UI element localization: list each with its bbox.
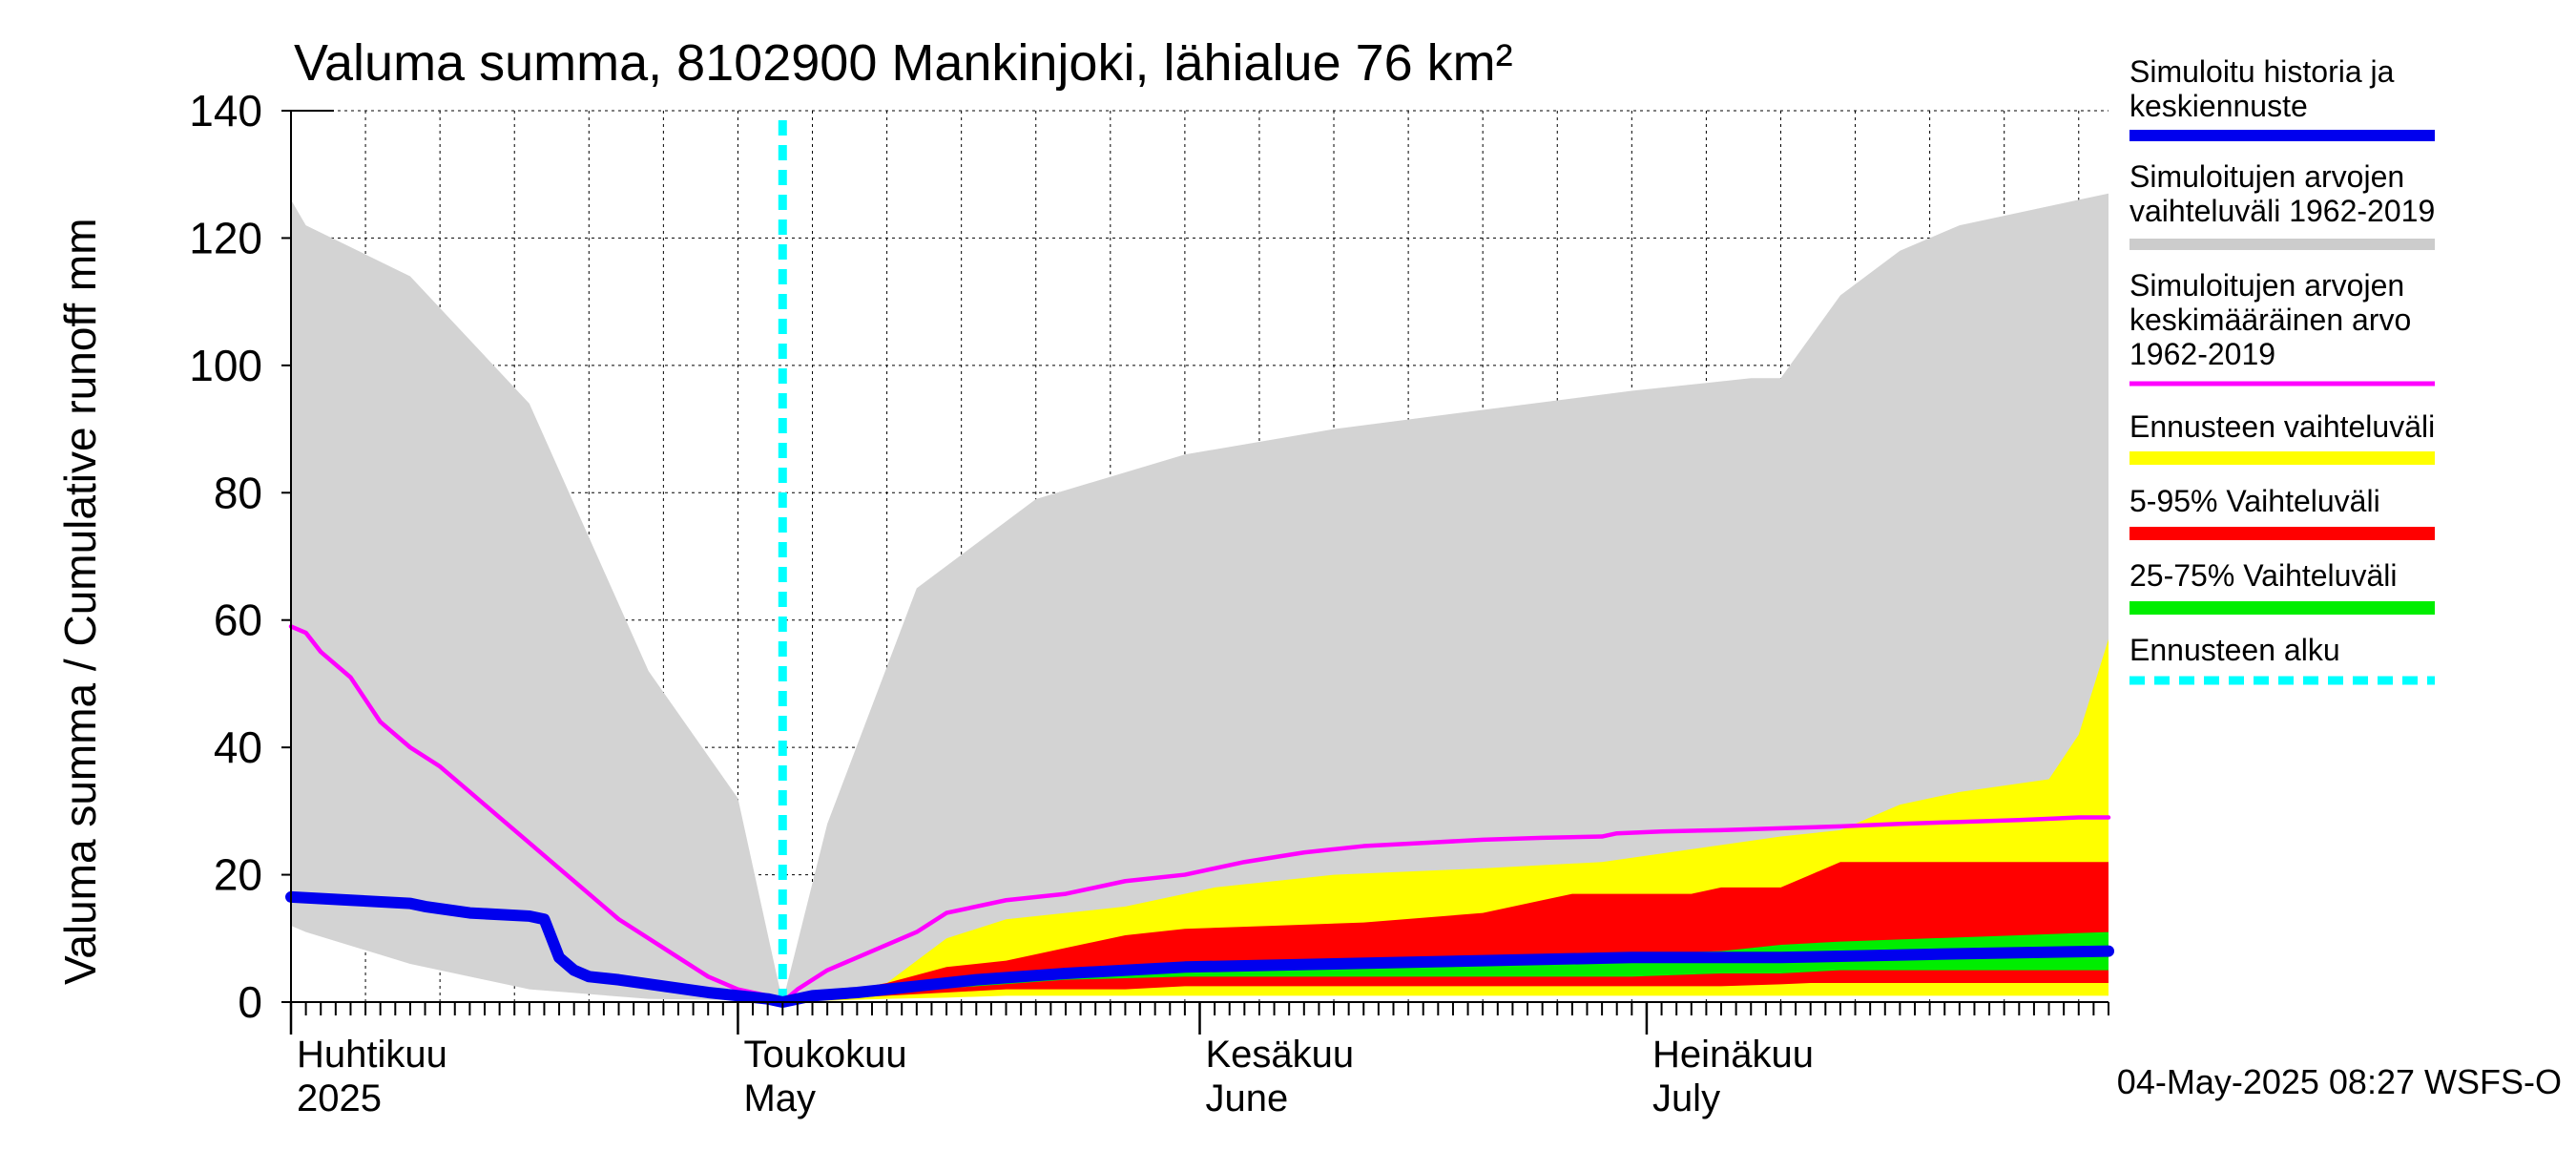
y-tick-label: 80 <box>214 468 262 517</box>
x-month-label-fi: Kesäkuu <box>1206 1034 1355 1076</box>
y-axis-label: Valuma summa / Cumulative runoff mm <box>55 218 105 985</box>
series-lines <box>285 624 2114 1008</box>
legend-label: 1962-2019 <box>2129 337 2275 371</box>
x-month-label-fi: Huhtikuu <box>297 1034 447 1076</box>
x-month-label-en: June <box>1206 1077 1289 1119</box>
legend-label: Ennusteen vaihteluväli <box>2129 409 2435 444</box>
legend-label: 5-95% Vaihteluväli <box>2129 484 2380 518</box>
y-tick-label: 140 <box>189 86 262 136</box>
series-line-mean <box>288 624 2111 1005</box>
legend-item: 5-95% Vaihteluväli <box>2129 484 2435 540</box>
legend-label: Simuloitujen arvojen <box>2129 159 2404 194</box>
y-tick-label: 100 <box>189 341 262 390</box>
y-tick-label: 40 <box>214 722 262 772</box>
x-month-label-en: 2025 <box>297 1077 382 1119</box>
legend-label: keskiennuste <box>2129 89 2308 123</box>
y-tick-label: 0 <box>238 977 262 1027</box>
x-month-label-en: July <box>1652 1077 1720 1119</box>
footer-timestamp: 04-May-2025 08:27 WSFS-O <box>2117 1062 2562 1101</box>
band-d3d3d3 <box>291 193 2109 1002</box>
chart-title: Valuma summa, 8102900 Mankinjoki, lähial… <box>294 34 1513 92</box>
legend-label: Simuloitu historia ja <box>2129 54 2395 89</box>
legend-label: Ennusteen alku <box>2129 633 2340 667</box>
legend-item: 25-75% Vaihteluväli <box>2129 558 2435 615</box>
legend-item: Ennusteen alku <box>2129 633 2435 685</box>
y-tick-label: 60 <box>214 596 262 645</box>
legend-label: Simuloitujen arvojen <box>2129 268 2404 303</box>
series-line-forecast <box>285 890 2114 1008</box>
legend: Simuloitu historia jakeskiennusteSimuloi… <box>2129 54 2435 685</box>
x-month-label-fi: Heinäkuu <box>1652 1034 1814 1076</box>
y-tick-label: 20 <box>214 850 262 900</box>
legend-label: vaihteluväli 1962-2019 <box>2129 194 2435 228</box>
legend-item: Ennusteen vaihteluväli <box>2129 409 2435 465</box>
legend-label: 25-75% Vaihteluväli <box>2129 558 2397 593</box>
x-month-label-en: May <box>743 1077 816 1119</box>
x-month-label-fi: Toukokuu <box>743 1034 906 1076</box>
y-tick-label: 120 <box>189 213 262 262</box>
legend-label: keskimääräinen arvo <box>2129 303 2411 337</box>
